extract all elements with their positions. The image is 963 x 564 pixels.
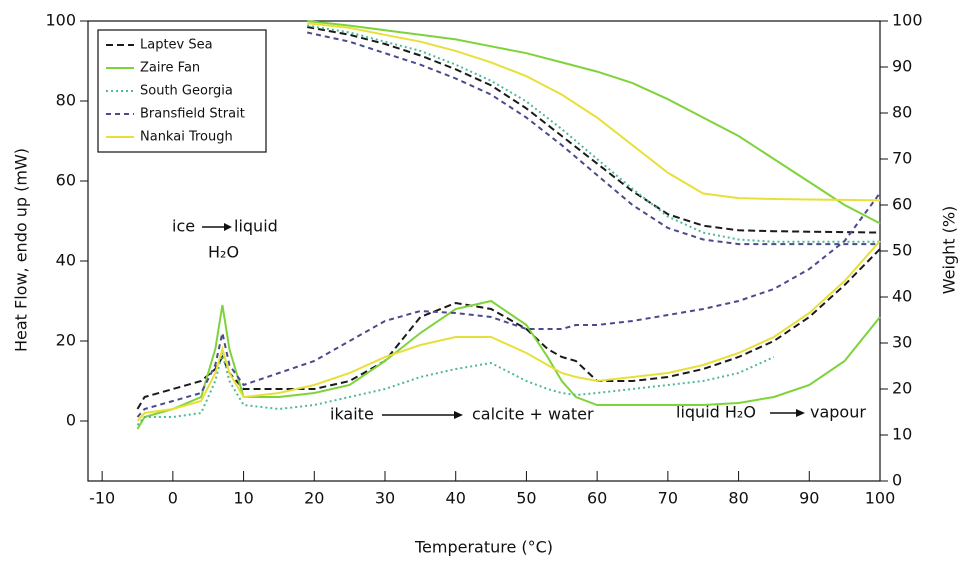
y-tick-label: 80 <box>56 91 76 110</box>
x-tick-label: 20 <box>304 489 324 508</box>
y2-tick-label: 0 <box>892 471 902 490</box>
y-tick-label: 0 <box>66 411 76 430</box>
x-tick-label: 100 <box>865 489 896 508</box>
y-tick-label: 100 <box>45 11 76 30</box>
y-tick-label: 20 <box>56 331 76 350</box>
x-tick-label: 90 <box>799 489 819 508</box>
y2-tick-label: 30 <box>892 333 912 352</box>
arrowhead <box>796 409 805 417</box>
line <box>307 26 881 234</box>
legend-label: Zaire Fan <box>140 61 200 76</box>
y2-tick-label: 100 <box>892 11 923 30</box>
x-tick-label: 80 <box>728 489 748 508</box>
y2-tick-label: 20 <box>892 379 912 398</box>
y2-tick-label: 60 <box>892 195 912 214</box>
y2-tick-label: 90 <box>892 57 912 76</box>
x-tick-label: 0 <box>168 489 178 508</box>
x-tick-label: 10 <box>233 489 253 508</box>
arrowhead <box>224 223 232 231</box>
x-tick-label: 60 <box>587 489 607 508</box>
y2-tick-label: 50 <box>892 241 912 260</box>
x-tick-label: 30 <box>375 489 395 508</box>
annotation: ice <box>172 217 195 236</box>
line <box>307 22 881 202</box>
x-tick-label: 70 <box>658 489 678 508</box>
legend-label: Laptev Sea <box>140 38 213 53</box>
annotation: H₂O <box>208 243 239 262</box>
y-tick-label: 60 <box>56 171 76 190</box>
annotation: liquid <box>234 217 278 236</box>
line <box>136 299 881 430</box>
line <box>306 31 880 246</box>
legend-label: Bransfield Strait <box>140 107 245 122</box>
x-tick-label: 40 <box>446 489 466 508</box>
line <box>307 24 880 243</box>
annotation: calcite + water <box>472 405 594 424</box>
legend-label: Nankai Trough <box>140 130 233 145</box>
x-tick-label: 50 <box>516 489 536 508</box>
y2-tick-label: 10 <box>892 425 912 444</box>
y-tick-label: 40 <box>56 251 76 270</box>
arrowhead <box>454 411 463 419</box>
x-tick-label: -10 <box>89 489 115 508</box>
annotation: liquid H₂O <box>676 403 756 422</box>
y-axis-label: Heat Flow, endo up (mW) <box>12 148 31 352</box>
annotation: ikaite <box>330 405 374 424</box>
line <box>136 192 881 418</box>
x-axis-label: Temperature (°C) <box>414 538 553 557</box>
line <box>136 240 881 422</box>
annotation: vapour <box>810 403 866 422</box>
y2-tick-label: 40 <box>892 287 912 306</box>
legend-label: South Georgia <box>140 84 233 99</box>
y2-tick-label: 80 <box>892 103 912 122</box>
y2-axis-label: Weight (%) <box>940 206 959 295</box>
y2-tick-label: 70 <box>892 149 912 168</box>
line <box>307 20 881 225</box>
line <box>136 248 881 410</box>
